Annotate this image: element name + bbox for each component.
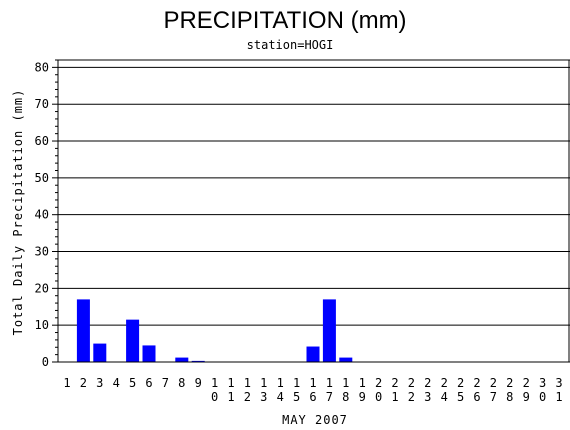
bars [76, 299, 353, 362]
chart-title: PRECIPITATION (mm) [163, 7, 406, 34]
y-tick-label: 30 [35, 245, 49, 259]
x-tick-labels: 1 2 3 4 5 6 7 8 9 1 01 11 21 31 41 51 61 71 81 92 02 12 22 32 42… [63, 376, 562, 404]
bar-day-18 [339, 357, 353, 362]
y-tick-labels: 0 10 20 30 40 50 60 70 80 [35, 60, 49, 369]
y-tick-label: 60 [35, 134, 49, 148]
bar-day-2 [76, 299, 90, 362]
bar-day-3 [93, 343, 107, 362]
axes [52, 59, 570, 363]
y-tick-label: 0 [42, 355, 49, 369]
x-tick-label: 7 [162, 376, 169, 390]
bar-day-6 [142, 345, 156, 362]
x-tick-label: 8 [178, 376, 185, 390]
x-axis-label: MAY 2007 [282, 413, 348, 427]
y-tick-label: 10 [35, 318, 49, 332]
y-tick-label: 50 [35, 171, 49, 185]
x-tick-label: 1 [63, 376, 70, 390]
x-tick-label: 3 [96, 376, 103, 390]
y-axis-label: Total Daily Precipitation (mm) [11, 89, 25, 336]
x-tick-label: 4 [113, 376, 120, 390]
bar-day-16 [306, 346, 320, 362]
y-tick-label: 70 [35, 97, 49, 111]
y-tick-label: 80 [35, 60, 49, 74]
y-tick-label: 40 [35, 208, 49, 222]
chart-subtitle: station=HOGI [247, 38, 334, 52]
y-tick-label: 20 [35, 281, 49, 295]
bar-day-9 [191, 360, 205, 362]
bar-day-8 [175, 357, 189, 362]
x-tick-label: 2 [80, 376, 87, 390]
x-tick-label: 5 [129, 376, 136, 390]
bar-day-17 [322, 299, 336, 362]
x-tick-label: 9 [195, 376, 202, 390]
grid-lines [58, 66, 570, 326]
x-tick-label: 6 [145, 376, 152, 390]
bar-day-5 [126, 319, 140, 362]
